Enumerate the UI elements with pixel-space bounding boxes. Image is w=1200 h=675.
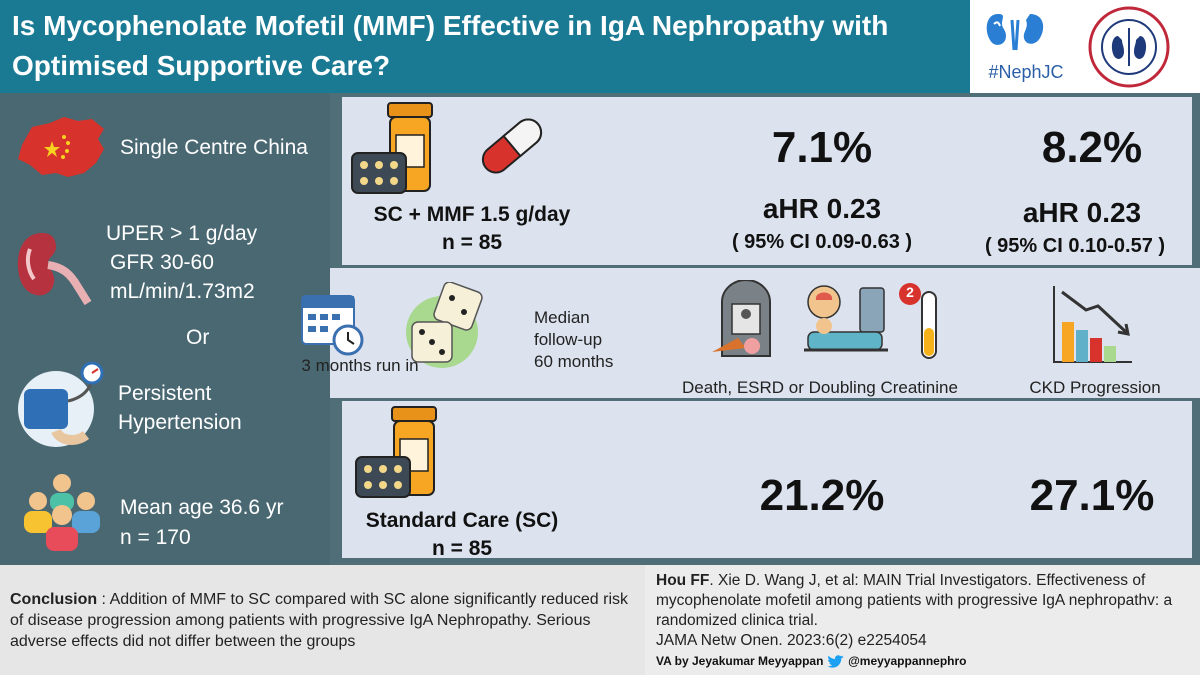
tombstone-icon (712, 280, 771, 357)
conclusion-box: Conclusion : Addition of MMF to SC compa… (0, 565, 645, 675)
sc-arm-n: n = 85 (431, 537, 493, 560)
patient-icon (804, 285, 888, 352)
ref-rest: . Xie D. Wang J, et al: MAIN Trial Inves… (656, 572, 1173, 629)
htn-line2: Hypertension (118, 411, 242, 434)
group-icon (24, 474, 100, 551)
title-banner: Is Mycophenolate Mofetil (MMF) Effective… (0, 0, 970, 93)
kidney-icon (17, 233, 92, 306)
followup-line2: follow-up (534, 330, 603, 349)
reference: Hou FF. Xie D. Wang J, et al: MAIN Trial… (656, 571, 1196, 651)
mmf-arm-panel: SC + MMF 1.5 g/day n = 85 7.1% aHR 0.23 … (342, 97, 1192, 265)
va-handle: @meyyappannephro (848, 654, 967, 668)
nephjc-tag: #NephJC (988, 62, 1064, 82)
nephrology-seal-icon (1088, 6, 1170, 88)
sc-arm-panel: Standard Care (SC) n = 85 21.2% 27.1% (342, 401, 1192, 560)
bar-chart-down-icon (1053, 286, 1132, 363)
conclusion: Conclusion : Addition of MMF to SC compa… (10, 589, 640, 652)
gfr-unit-text: mL/min/1.73m2 (110, 280, 255, 303)
mmf-arm-label: SC + MMF 1.5 g/day (373, 203, 571, 226)
site-text: Single Centre China (120, 136, 308, 159)
uper-text: UPER > 1 g/day (106, 222, 258, 245)
followup-line1: Median (534, 308, 590, 327)
or-text: Or (186, 326, 210, 349)
mmf-primary-rate: 7.1% (771, 123, 873, 172)
va-by: VA by Jeyakumar Meyyappan (656, 654, 824, 668)
sc-primary-rate: 21.2% (759, 471, 885, 520)
design-strip: 3 months run in Median follow-up 60 mont… (301, 268, 1200, 398)
sc-ckd-rate: 27.1% (1029, 471, 1155, 520)
outcome-primary-label: Death, ESRD or Doubling Creatinine (682, 378, 958, 397)
conclusion-text: : Addition of MMF to SC compared with SC… (10, 591, 629, 650)
page-title: Is Mycophenolate Mofetil (MMF) Effective… (12, 10, 889, 81)
mmf-primary-ahr: aHR 0.23 (762, 193, 882, 224)
reference-box: Hou FF. Xie D. Wang J, et al: MAIN Trial… (645, 565, 1200, 675)
capsule-icon (481, 118, 543, 174)
ref-author: Hou FF (656, 572, 710, 589)
calendar-icon (301, 295, 364, 356)
sc-arm-label: Standard Care (SC) (365, 509, 559, 532)
nephjc-logo-icon (986, 14, 1044, 51)
credit-line: VA by Jeyakumar Meyyappan @meyyappanneph… (656, 654, 967, 669)
outcome-count-badge: 2 (906, 284, 914, 300)
pill-bottle-icon (355, 406, 437, 498)
run-in-text: 3 months run in (301, 356, 419, 375)
twitter-icon (827, 655, 844, 668)
htn-line1: Persistent (118, 382, 212, 405)
followup-line3: 60 months (534, 352, 614, 371)
mmf-ckd-ahr: aHR 0.23 (1022, 197, 1142, 228)
mmf-ckd-rate: 8.2% (1041, 123, 1143, 172)
mmf-primary-ci: ( 95% CI 0.09-0.63 ) (731, 231, 913, 253)
mmf-ckd-ci: ( 95% CI 0.10-0.57 ) (984, 235, 1166, 257)
age-text: Mean age 36.6 yr (120, 496, 284, 519)
outcome-ckd-label: CKD Progression (1029, 378, 1161, 397)
pill-bottle-icon (351, 102, 433, 194)
china-map-icon (18, 117, 104, 177)
ref-journal: JAMA Netw Onen. 2023:6(2) e2254054 (656, 632, 927, 649)
blood-pressure-icon (18, 361, 104, 447)
population-panel: Single Centre China UPER > 1 g/day GFR 3… (0, 93, 330, 565)
n-total-text: n = 170 (120, 526, 191, 549)
mmf-arm-n: n = 85 (441, 231, 503, 254)
gfr-text: GFR 30-60 (110, 251, 214, 274)
conclusion-label: Conclusion (10, 591, 98, 608)
test-tube-icon (899, 283, 937, 359)
dice-icon (406, 282, 483, 368)
logo-area: #NephJC (970, 0, 1200, 93)
